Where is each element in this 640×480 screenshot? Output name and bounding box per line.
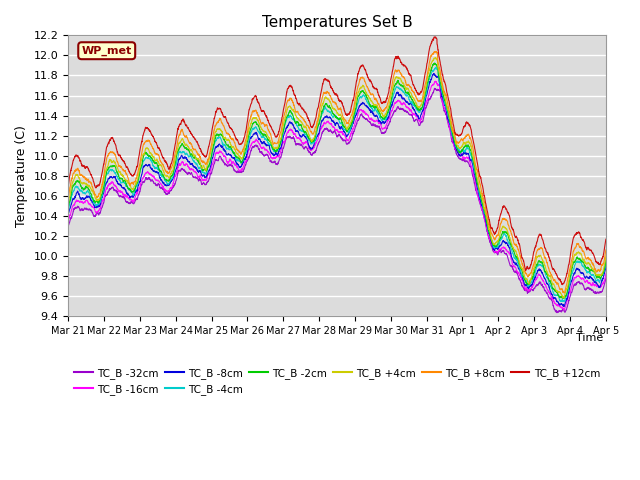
Legend: TC_B -32cm, TC_B -16cm, TC_B -8cm, TC_B -4cm, TC_B -2cm, TC_B +4cm, TC_B +8cm, T: TC_B -32cm, TC_B -16cm, TC_B -8cm, TC_B … — [70, 363, 604, 399]
Title: Temperatures Set B: Temperatures Set B — [262, 15, 412, 30]
X-axis label: Time: Time — [576, 333, 604, 343]
Y-axis label: Temperature (C): Temperature (C) — [15, 125, 28, 227]
Text: WP_met: WP_met — [81, 46, 132, 56]
